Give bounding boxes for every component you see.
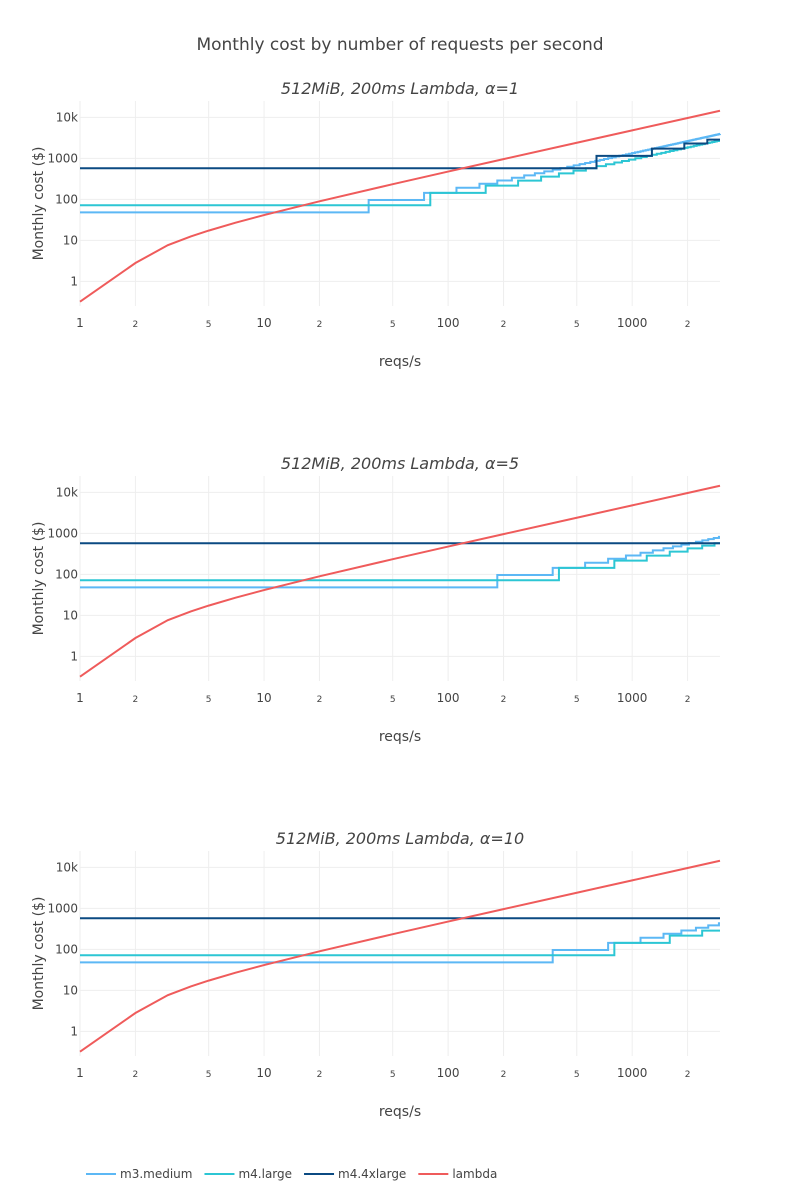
- y-axis-label: Monthly cost ($): [31, 522, 47, 636]
- x-tick-label: 2: [685, 1070, 691, 1080]
- y-axis-label: Monthly cost ($): [31, 897, 47, 1011]
- x-tick-label: 10: [256, 1066, 271, 1080]
- y-tick-label: 1: [70, 274, 78, 288]
- subplot-2: 512MiB, 200ms Lambda, α=5 1 2 5 10 2 5 100 2 5 100…: [31, 454, 721, 745]
- x-tick-label: 5: [206, 695, 212, 705]
- x-tick-label: 2: [317, 320, 323, 330]
- x-tick-label: 5: [390, 320, 396, 330]
- legend-item-m4-large: m4.large: [204, 1167, 292, 1181]
- y-tick-label: 100: [55, 942, 78, 956]
- y-tick-label: 100: [55, 192, 78, 206]
- x-tick-label: 2: [685, 320, 691, 330]
- x-tick-label: 2: [317, 695, 323, 705]
- y-tick-label: 100: [55, 567, 78, 581]
- y-tick-label: 1: [70, 649, 78, 663]
- y-tick-label: 10: [63, 608, 78, 622]
- x-tick-label: 10: [256, 691, 271, 705]
- x-tick-label: 5: [390, 1070, 396, 1080]
- series-line-m4-4xlarge: [80, 138, 720, 170]
- x-tick-label: 2: [317, 1070, 323, 1080]
- series-line-m4-large: [80, 929, 720, 957]
- x-axis-label: reqs/s: [379, 729, 421, 745]
- legend-label: lambda: [452, 1167, 497, 1181]
- y-tick-label: 10k: [56, 860, 78, 874]
- x-tick-label: 1: [76, 316, 84, 330]
- x-tick-label: 2: [501, 1070, 507, 1080]
- x-tick-label: 5: [574, 1070, 580, 1080]
- subplot-3: 512MiB, 200ms Lambda, α=10 1 2 5 10 2 5 100 2 5 10…: [31, 829, 721, 1120]
- x-tick-label: 5: [574, 320, 580, 330]
- x-tick-label: 2: [133, 695, 139, 705]
- subplot-title: 512MiB, 200ms Lambda, α=1: [281, 79, 519, 98]
- x-tick-label: 1: [76, 691, 84, 705]
- legend-item-m4-4xlarge: m4.4xlarge: [304, 1167, 406, 1181]
- y-tick-label: 1000: [47, 901, 78, 915]
- x-tick-label: 5: [574, 695, 580, 705]
- series-line-m3-medium: [80, 922, 720, 964]
- figure-title: Monthly cost by number of requests per s…: [196, 35, 603, 55]
- legend-item-lambda: lambda: [418, 1167, 497, 1181]
- x-axis-label: reqs/s: [379, 354, 421, 370]
- series-line-lambda: [79, 859, 721, 1053]
- legend-label: m4.large: [238, 1167, 292, 1181]
- x-tick-label: 1000: [617, 316, 648, 330]
- subplot-1: 512MiB, 200ms Lambda, α=1 1 2 5 10 2 5 100 2 5 100…: [31, 79, 721, 370]
- y-tick-label: 10: [63, 983, 78, 997]
- x-tick-label: 2: [685, 695, 691, 705]
- series-line-m3-medium: [80, 132, 721, 214]
- subplot-title: 512MiB, 200ms Lambda, α=5: [281, 454, 519, 473]
- legend-label: m4.4xlarge: [338, 1167, 406, 1181]
- x-tick-label: 5: [206, 320, 212, 330]
- y-tick-label: 10k: [56, 110, 78, 124]
- x-tick-label: 5: [390, 695, 396, 705]
- x-tick-label: 1000: [617, 1066, 648, 1080]
- series-line-m3-medium: [80, 535, 720, 589]
- y-tick-label: 10k: [56, 485, 78, 499]
- series-line-lambda: [79, 109, 721, 303]
- y-tick-label: 10: [63, 233, 78, 247]
- legend-item-m3-medium: m3.medium: [86, 1167, 192, 1181]
- series-line-m4-large: [80, 139, 720, 207]
- series-line-m4-large: [80, 542, 720, 582]
- subplot-title: 512MiB, 200ms Lambda, α=10: [276, 829, 524, 848]
- x-tick-label: 1: [76, 1066, 84, 1080]
- x-tick-label: 100: [437, 691, 460, 705]
- x-tick-label: 100: [437, 316, 460, 330]
- legend-label: m3.medium: [120, 1167, 192, 1181]
- x-tick-label: 1000: [617, 691, 648, 705]
- x-tick-label: 2: [501, 695, 507, 705]
- y-tick-label: 1000: [47, 526, 78, 540]
- x-axis-label: reqs/s: [379, 1104, 421, 1120]
- y-tick-label: 1000: [47, 151, 78, 165]
- y-tick-label: 1: [70, 1024, 78, 1038]
- x-tick-label: 2: [133, 1070, 139, 1080]
- x-tick-label: 5: [206, 1070, 212, 1080]
- x-tick-label: 2: [133, 320, 139, 330]
- series-line-lambda: [79, 484, 721, 678]
- x-tick-label: 100: [437, 1066, 460, 1080]
- y-axis-label: Monthly cost ($): [31, 147, 47, 261]
- x-tick-label: 10: [256, 316, 271, 330]
- x-tick-label: 2: [501, 320, 507, 330]
- legend: m3.medium m4.large m4.4xlarge lambda: [86, 1167, 497, 1181]
